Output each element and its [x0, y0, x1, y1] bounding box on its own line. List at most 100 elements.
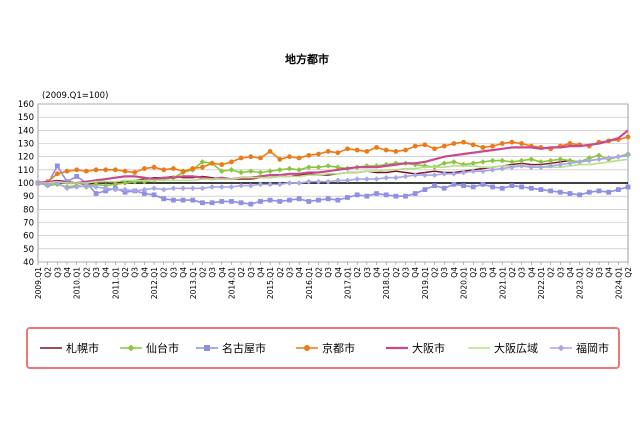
- data-point: [325, 149, 331, 154]
- x-tick-label: Q4: [411, 267, 420, 278]
- x-tick-label: Q3: [247, 267, 256, 278]
- data-point: [509, 159, 515, 165]
- x-tick-label: Q3: [363, 267, 372, 278]
- data-point: [499, 165, 506, 172]
- data-point: [374, 145, 379, 150]
- data-point: [499, 157, 506, 164]
- data-point: [538, 187, 544, 192]
- data-point: [490, 184, 495, 190]
- data-point: [335, 164, 341, 170]
- data-point: [54, 163, 60, 169]
- data-point: [267, 197, 273, 203]
- data-point: [422, 187, 428, 192]
- data-point: [509, 183, 515, 189]
- data-point: [606, 189, 612, 195]
- x-tick-label: 2024.Q1: [614, 267, 623, 299]
- data-point: [615, 153, 622, 160]
- data-point: [316, 197, 321, 203]
- data-point: [480, 145, 486, 150]
- data-point: [315, 178, 322, 185]
- data-point: [180, 168, 186, 174]
- x-tick-label: Q4: [63, 267, 72, 278]
- x-tick-label: Q3: [285, 267, 294, 278]
- x-tick-label: Q4: [566, 267, 575, 278]
- data-point: [296, 180, 302, 186]
- x-tick-label: Q4: [605, 267, 614, 278]
- data-point: [528, 185, 534, 191]
- x-tick-label: Q3: [402, 267, 411, 278]
- y-tick-label: 60: [23, 232, 34, 242]
- data-point: [451, 159, 457, 165]
- x-tick-label: Q3: [440, 267, 449, 278]
- series-group: [35, 129, 631, 207]
- data-point: [499, 141, 505, 146]
- legend-label: 大阪広域: [494, 341, 538, 355]
- data-point: [519, 141, 525, 146]
- data-point: [344, 177, 351, 184]
- data-point: [64, 168, 70, 174]
- y-tick-label: 150: [18, 113, 34, 123]
- data-point: [189, 185, 196, 192]
- y-tick-label: 40: [23, 258, 34, 268]
- x-tick-label: 2018.Q1: [382, 267, 391, 299]
- data-point: [335, 197, 341, 203]
- data-point: [102, 185, 109, 192]
- x-tick-label: 2010.Q1: [73, 267, 82, 299]
- data-point: [141, 186, 148, 193]
- x-tick-label: Q2: [276, 267, 285, 278]
- data-point: [199, 185, 206, 192]
- data-point: [248, 154, 254, 160]
- x-tick-label: Q3: [53, 267, 62, 278]
- data-point: [204, 345, 210, 351]
- x-tick-label: Q4: [140, 267, 149, 278]
- data-point: [286, 180, 293, 186]
- data-point: [83, 168, 89, 174]
- data-point: [247, 182, 254, 189]
- x-tick-label: Q3: [169, 267, 178, 278]
- legend-item: 仙台市: [120, 341, 179, 355]
- data-point: [83, 182, 90, 189]
- data-point: [229, 199, 234, 204]
- data-point: [267, 168, 273, 174]
- data-point: [432, 183, 437, 189]
- data-point: [74, 174, 80, 179]
- x-tick-label: 2015.Q1: [266, 267, 275, 299]
- x-tick-label: 2017.Q1: [344, 267, 353, 299]
- data-point: [171, 166, 176, 171]
- gridlines: [37, 103, 629, 263]
- data-point: [122, 180, 128, 186]
- data-point: [112, 181, 119, 188]
- data-point: [441, 143, 447, 149]
- data-point: [257, 181, 264, 188]
- y-tick-label: 80: [23, 205, 34, 215]
- data-point: [64, 179, 70, 185]
- data-point: [180, 185, 186, 192]
- data-point: [509, 139, 515, 145]
- data-point: [383, 192, 389, 198]
- data-point: [180, 197, 186, 203]
- legend-item: 大阪広域: [468, 341, 538, 355]
- data-point: [219, 199, 225, 204]
- data-point: [277, 181, 283, 188]
- legend-label: 仙台市: [146, 341, 179, 355]
- series-5: [37, 129, 629, 185]
- data-point: [383, 147, 389, 153]
- data-point: [557, 189, 563, 195]
- data-point: [200, 164, 205, 170]
- x-tick-label: Q2: [392, 267, 401, 278]
- y-tick-label: 160: [18, 100, 34, 110]
- data-point: [374, 191, 379, 196]
- data-point: [518, 163, 525, 169]
- x-axis: 2009.Q1 Q2 Q3 Q4 2010.Q1 Q2 Q3 Q4 2011.Q1 Q2 Q3 Q4 2…: [34, 262, 633, 299]
- data-point: [403, 147, 408, 153]
- x-tick-label: Q4: [334, 267, 343, 278]
- data-point: [199, 159, 206, 165]
- legend-item: 札幌市: [40, 341, 99, 355]
- data-point: [238, 200, 244, 206]
- legend-label: 福岡市: [576, 341, 609, 355]
- data-point: [625, 184, 631, 190]
- x-tick-label: Q2: [237, 267, 246, 278]
- data-point: [547, 163, 554, 169]
- data-point: [267, 149, 273, 154]
- data-point: [364, 176, 370, 182]
